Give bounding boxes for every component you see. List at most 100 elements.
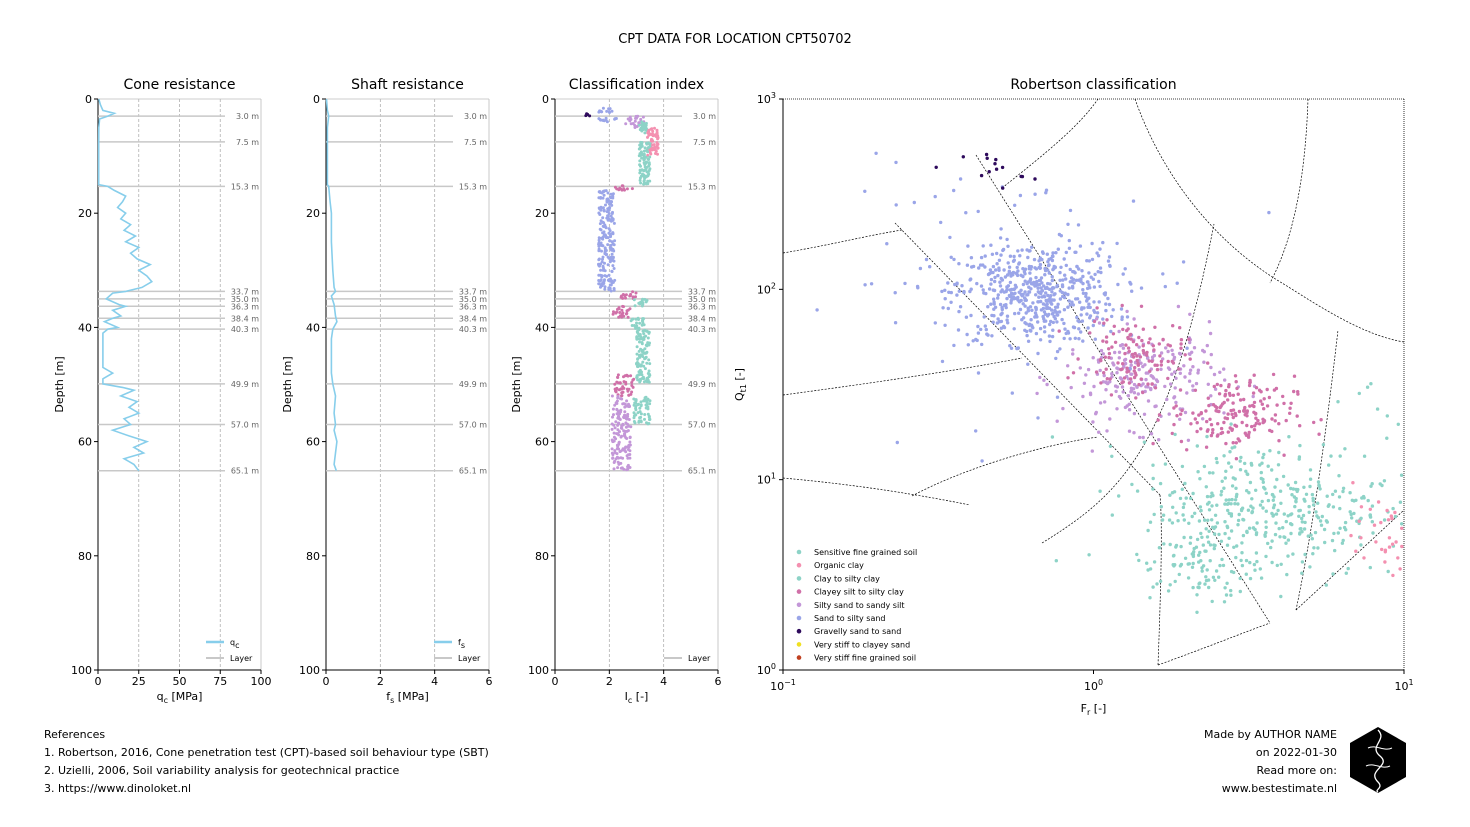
robertson-point (1261, 480, 1266, 484)
x-tick-label: 100 (1084, 678, 1103, 693)
ic-point (599, 268, 603, 272)
robertson-point (1359, 516, 1363, 520)
robertson-point (1302, 527, 1307, 531)
robertson-point (1033, 177, 1037, 181)
robertson-point (1057, 310, 1062, 314)
robertson-point (1104, 340, 1109, 344)
robertson-point (1167, 412, 1171, 416)
robertson-point (1040, 295, 1044, 299)
y-tick-label: 100 (299, 664, 320, 677)
robertson-point (1256, 418, 1260, 423)
robertson-point (1125, 315, 1130, 319)
robertson-point (1207, 585, 1211, 590)
robertson-point (1131, 355, 1136, 359)
robertson-point (1260, 461, 1264, 465)
ic-point (611, 232, 615, 236)
robertson-point (1043, 273, 1047, 277)
robertson-point (1141, 390, 1145, 395)
robertson-point (1034, 293, 1038, 297)
robertson-point (1153, 386, 1158, 390)
robertson-point (1207, 500, 1211, 505)
ic-point (632, 411, 636, 415)
robertson-point (1030, 308, 1034, 312)
robertson-point (1396, 422, 1401, 426)
ic-point (639, 174, 643, 178)
robertson-point (1000, 305, 1004, 310)
credit-read-more: Read more on: (1256, 764, 1337, 777)
robertson-point (1171, 352, 1175, 357)
figure-title: CPT DATA FOR LOCATION CPT50702 (618, 32, 852, 47)
robertson-point (997, 258, 1002, 262)
robertson-point (1086, 326, 1090, 330)
ic-point (626, 453, 630, 457)
ic-point (629, 425, 633, 429)
ic-point (627, 445, 631, 449)
robertson-point (1178, 371, 1183, 375)
robertson-point (1233, 477, 1237, 481)
robertson-point (1114, 389, 1118, 394)
robertson-point (1208, 417, 1212, 421)
robertson-point (1164, 346, 1168, 350)
robertson-point (1318, 519, 1323, 523)
robertson-point (1250, 510, 1254, 515)
ic-point (607, 208, 611, 212)
robertson-point (1222, 420, 1226, 425)
robertson-point (1071, 277, 1076, 282)
robertson-point (1264, 525, 1268, 529)
robertson-point (1234, 494, 1239, 499)
robertson-point (1034, 306, 1038, 310)
robertson-point (1108, 377, 1112, 381)
layer-label: 38.4 m (231, 314, 259, 323)
robertson-point (1041, 302, 1046, 306)
robertson-point (1245, 489, 1249, 493)
ic-point (611, 192, 615, 196)
robertson-point (1196, 368, 1201, 372)
ic-point (644, 300, 648, 304)
robertson-point (1205, 535, 1210, 539)
robertson-point (1340, 541, 1345, 545)
robertson-point (1098, 401, 1103, 405)
ic-point (644, 403, 648, 407)
robertson-point (1081, 291, 1086, 295)
robertson-point (1098, 358, 1103, 362)
robertson-point (1191, 384, 1195, 388)
robertson-point (1062, 336, 1066, 341)
robertson-point (1098, 368, 1102, 373)
robertson-point (1103, 400, 1107, 404)
ic-point (642, 399, 646, 403)
robertson-point (1070, 284, 1075, 289)
robertson-point (1161, 272, 1165, 276)
robertson-point (1398, 500, 1403, 504)
robertson-point (1229, 512, 1234, 516)
robertson-point (1252, 400, 1257, 405)
robertson-point (1289, 531, 1293, 536)
robertson-point (1222, 454, 1226, 458)
ic-point (608, 239, 612, 243)
robertson-point (1036, 320, 1040, 324)
ic-point (612, 287, 616, 290)
ic-point (624, 293, 628, 297)
zone-boundary (1157, 622, 1271, 666)
robertson-point (1243, 431, 1248, 435)
robertson-point (1025, 329, 1029, 334)
robertson-point (1053, 317, 1058, 321)
robertson-point (1047, 334, 1052, 338)
robertson-point (1058, 289, 1063, 293)
robertson-point (1123, 357, 1128, 362)
robertson-point (1090, 257, 1095, 262)
ic-point (601, 244, 605, 248)
robertson-point (1222, 411, 1226, 415)
robertson-point (1123, 351, 1127, 356)
robertson-point (1390, 542, 1395, 546)
ic-point (639, 412, 643, 416)
robertson-point (1297, 509, 1301, 513)
ic-point (616, 409, 620, 413)
robertson-point (1151, 585, 1155, 589)
ic-point (620, 308, 624, 312)
ic-point (646, 131, 650, 135)
robertson-point (1200, 535, 1204, 539)
robertson-point (1146, 382, 1150, 386)
robertson-point (1291, 552, 1295, 556)
robertson-point (1043, 330, 1047, 334)
robertson-point (1343, 520, 1348, 525)
